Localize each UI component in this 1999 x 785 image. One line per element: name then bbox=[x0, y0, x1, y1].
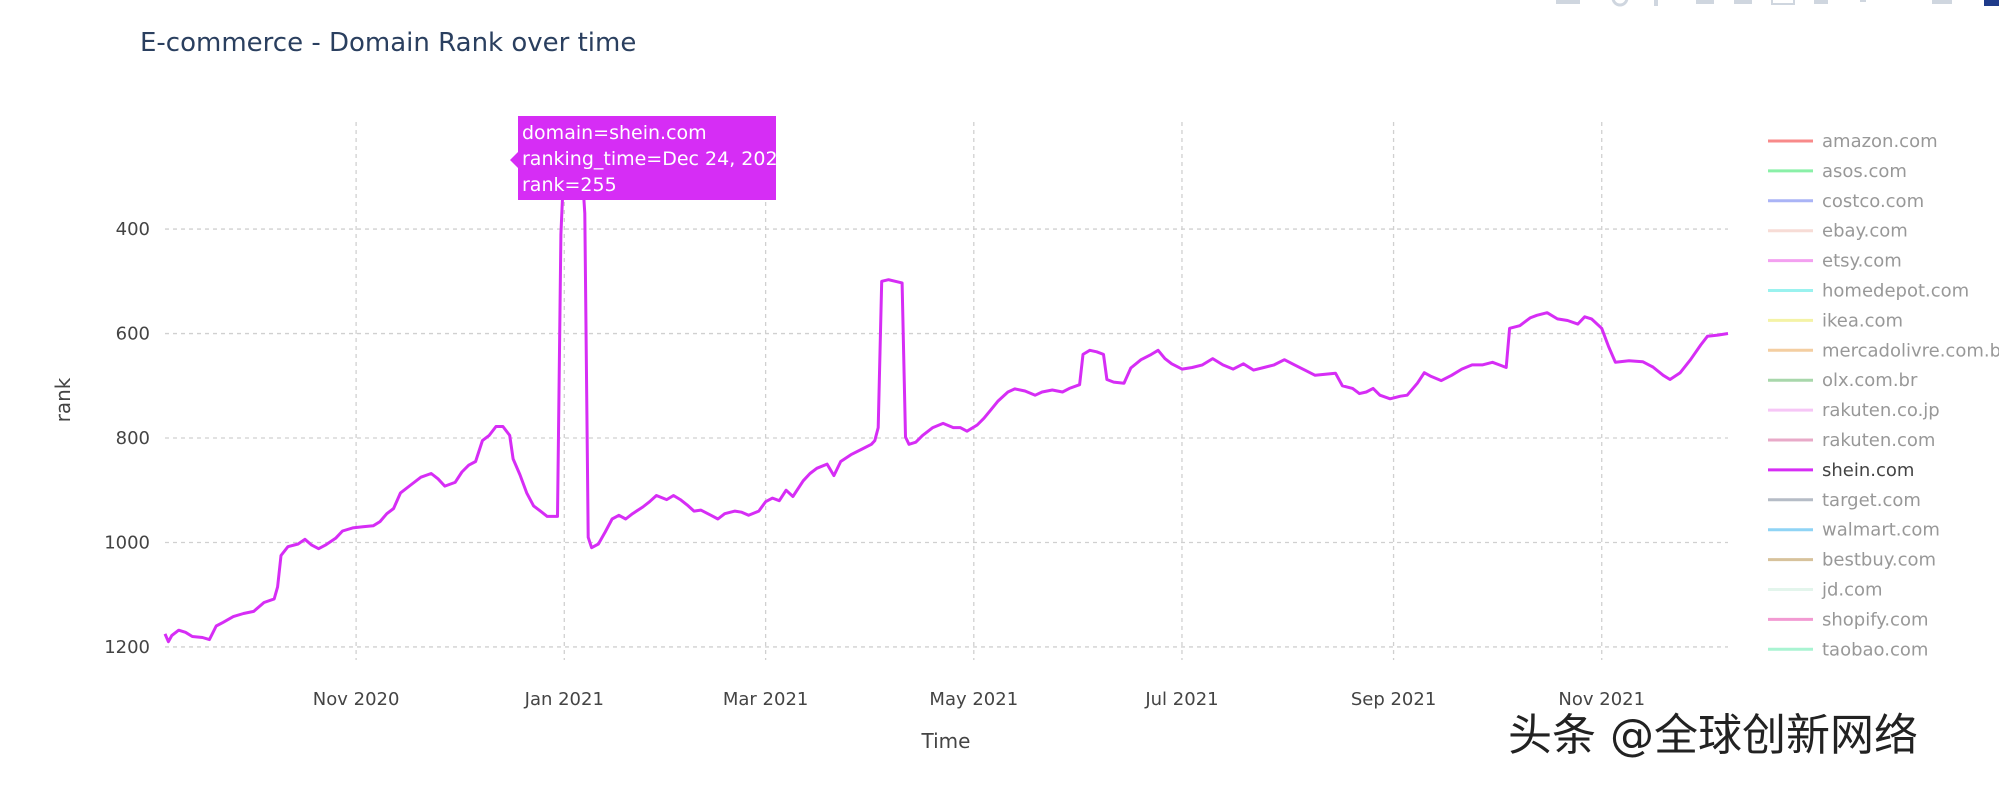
legend: amazon.com asos.com costco.com ebay.com etsy… bbox=[1768, 131, 1999, 660]
pan-icon[interactable] bbox=[1654, 0, 1658, 6]
legend-item-ebay-com[interactable]: ebay.com bbox=[1768, 221, 1908, 242]
legend-item-jd-com[interactable]: jd.com bbox=[1768, 580, 1883, 601]
y-axis-title: rank bbox=[51, 377, 75, 422]
reset-axes-icon[interactable] bbox=[1814, 0, 1828, 4]
legend-label: amazon.com bbox=[1822, 131, 1938, 152]
legend-label: taobao.com bbox=[1822, 639, 1928, 660]
camera-icon[interactable] bbox=[1556, 0, 1580, 4]
legend-label: rakuten.com bbox=[1822, 430, 1935, 451]
x-tick-label: Jul 2021 bbox=[1144, 689, 1218, 710]
y-tick-label: 600 bbox=[116, 324, 150, 345]
x-tick-label: Nov 2020 bbox=[313, 689, 400, 710]
hover-tooltip: domain=shein.com ranking_time=Dec 24, 20… bbox=[510, 116, 790, 200]
x-tick-label: Sep 2021 bbox=[1351, 689, 1436, 710]
legend-item-homedepot-com[interactable]: homedepot.com bbox=[1768, 281, 1969, 302]
x-gridlines bbox=[355, 122, 1603, 660]
legend-item-olx-com-br[interactable]: olx.com.br bbox=[1768, 370, 1918, 391]
y-tick-label: 400 bbox=[116, 219, 150, 240]
legend-item-target-com[interactable]: target.com bbox=[1768, 490, 1921, 511]
legend-label: walmart.com bbox=[1822, 520, 1940, 541]
legend-label: olx.com.br bbox=[1822, 370, 1918, 391]
zoom-icon[interactable] bbox=[1611, 0, 1629, 7]
watermark: 头条 @全球创新网络 bbox=[1508, 710, 1918, 761]
y-tick-label: 800 bbox=[116, 428, 150, 449]
legend-item-mercadolivre-com-br[interactable]: mercadolivre.com.br bbox=[1768, 340, 1999, 361]
x-tick-label: Mar 2021 bbox=[723, 689, 809, 710]
legend-item-rakuten-com[interactable]: rakuten.com bbox=[1768, 430, 1935, 451]
legend-label: bestbuy.com bbox=[1822, 550, 1936, 571]
legend-item-rakuten-co-jp[interactable]: rakuten.co.jp bbox=[1768, 400, 1940, 421]
tooltip-box bbox=[518, 116, 776, 200]
legend-item-amazon-com[interactable]: amazon.com bbox=[1768, 131, 1938, 152]
legend-item-shopify-com[interactable]: shopify.com bbox=[1768, 609, 1929, 630]
legend-label: rakuten.co.jp bbox=[1822, 400, 1940, 421]
y-tick-label: 1000 bbox=[104, 532, 150, 553]
legend-item-etsy-com[interactable]: etsy.com bbox=[1768, 251, 1902, 272]
legend-item-ikea-com[interactable]: ikea.com bbox=[1768, 310, 1903, 331]
legend-item-asos-com[interactable]: asos.com bbox=[1768, 161, 1907, 182]
plotly-logo-icon[interactable] bbox=[1984, 0, 1999, 6]
x-tick-label: Nov 2021 bbox=[1558, 689, 1645, 710]
legend-item-shein-com[interactable]: shein.com bbox=[1768, 460, 1914, 481]
x-axis-title: Time bbox=[921, 729, 971, 753]
y-gridlines bbox=[165, 228, 1728, 648]
legend-label: jd.com bbox=[1821, 580, 1883, 601]
series-layer bbox=[163, 154, 1729, 644]
legend-label: asos.com bbox=[1822, 161, 1907, 182]
legend-label: ikea.com bbox=[1822, 310, 1903, 331]
y-tick-label: 1200 bbox=[104, 637, 150, 658]
modebar bbox=[1556, 0, 1999, 7]
tooltip-time: ranking_time=Dec 24, 2020 bbox=[522, 148, 790, 170]
y-axis-ticks: 400 600 800 1000 1200 bbox=[104, 219, 150, 658]
zoom-out-icon[interactable] bbox=[1734, 0, 1752, 4]
legend-item-bestbuy-com[interactable]: bestbuy.com bbox=[1768, 550, 1936, 571]
legend-label: costco.com bbox=[1822, 191, 1924, 212]
legend-label: etsy.com bbox=[1822, 251, 1902, 272]
legend-label: target.com bbox=[1822, 490, 1921, 511]
legend-label: mercadolivre.com.br bbox=[1822, 340, 1999, 361]
legend-item-costco-com[interactable]: costco.com bbox=[1768, 191, 1924, 212]
legend-label: homedepot.com bbox=[1822, 281, 1969, 302]
tooltip-pointer bbox=[510, 150, 520, 170]
legend-label: shopify.com bbox=[1822, 609, 1929, 630]
x-tick-label: May 2021 bbox=[929, 689, 1018, 710]
spike-lines-icon[interactable] bbox=[1860, 0, 1866, 2]
x-tick-label: Jan 2021 bbox=[524, 689, 604, 710]
series-line-shein-com[interactable] bbox=[163, 154, 1729, 644]
x-axis-ticks: Nov 2020 Jan 2021 Mar 2021 May 2021 Jul 2021… bbox=[313, 689, 1645, 710]
chart-title: E-commerce - Domain Rank over time bbox=[140, 28, 636, 58]
tooltip-domain: domain=shein.com bbox=[522, 122, 707, 144]
legend-label: ebay.com bbox=[1822, 221, 1908, 242]
autoscale-icon[interactable] bbox=[1771, 0, 1795, 5]
legend-item-walmart-com[interactable]: walmart.com bbox=[1768, 520, 1940, 541]
zoom-in-icon[interactable] bbox=[1696, 0, 1714, 4]
legend-label: shein.com bbox=[1822, 460, 1914, 481]
tooltip-rank: rank=255 bbox=[522, 174, 617, 196]
legend-item-taobao-com[interactable]: taobao.com bbox=[1768, 639, 1928, 660]
hover-compare-icon[interactable] bbox=[1932, 0, 1952, 4]
